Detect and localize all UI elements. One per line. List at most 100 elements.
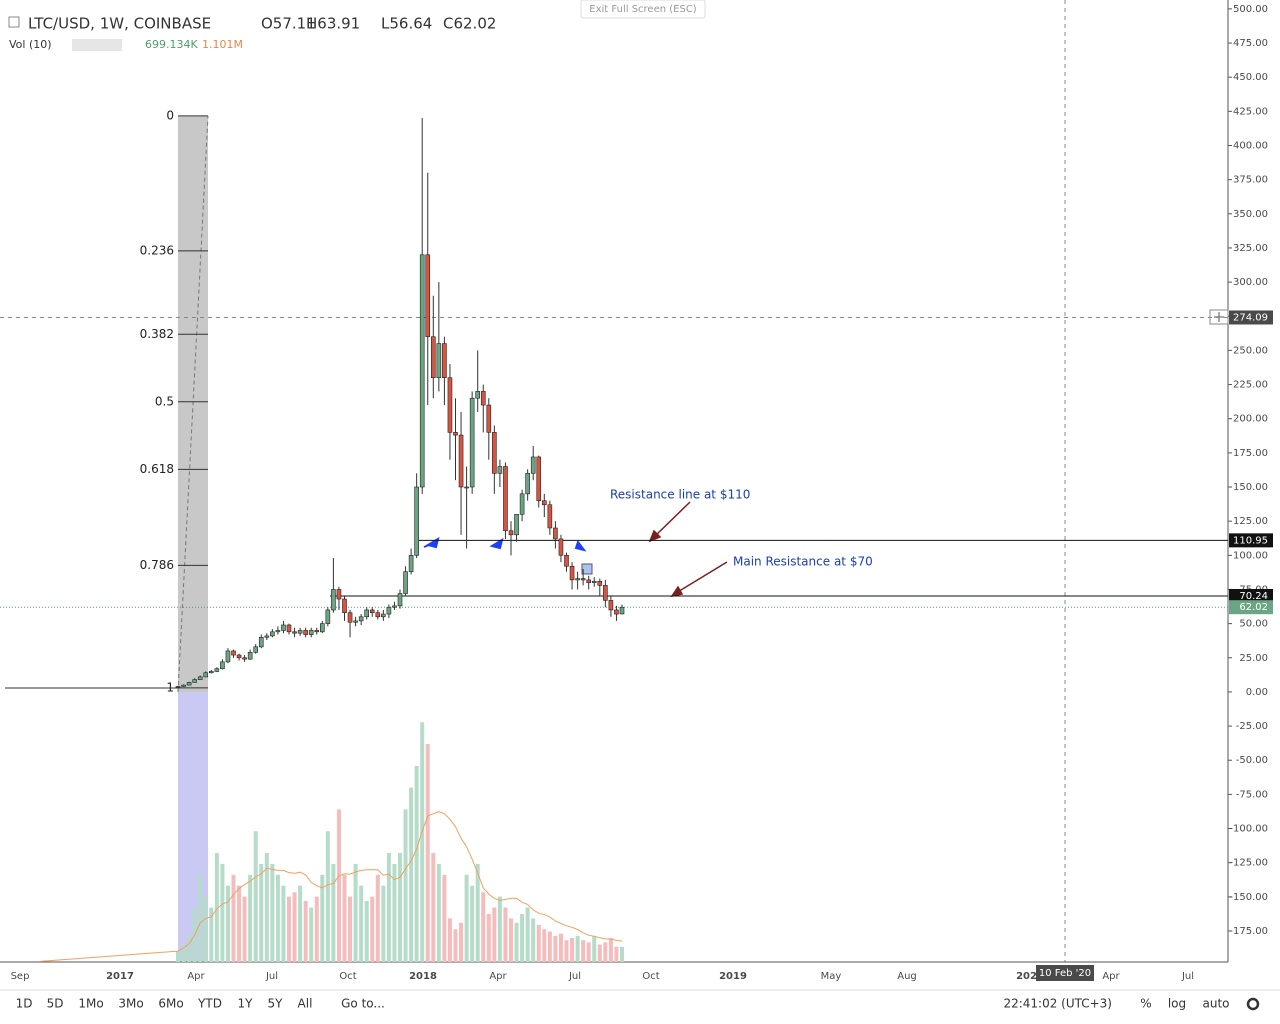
fib-label: 0.5 — [155, 394, 174, 408]
y-tick-label: 325.00 — [1233, 243, 1268, 254]
y-tick-label: 125.00 — [1233, 516, 1268, 527]
candle-body — [430, 336, 436, 379]
last-price-box — [1229, 600, 1273, 615]
volume-bar — [486, 914, 491, 962]
price-label-box — [1229, 533, 1273, 548]
candle-body — [564, 555, 569, 567]
candle-body — [586, 579, 592, 583]
volume-bar — [225, 885, 230, 962]
candle-body — [608, 600, 614, 611]
candle-body — [536, 456, 542, 501]
volume-bar — [348, 896, 353, 962]
fib-label: 0.618 — [140, 462, 174, 476]
ohlc-value: H63.91 — [306, 15, 360, 33]
candle-body — [286, 624, 292, 633]
volume-bars — [176, 722, 624, 962]
volume-bar — [270, 863, 275, 962]
exit-button-label[interactable]: Exit Full Screen (ESC) — [589, 4, 697, 15]
clock: 22:41:02 (UTC+3) — [1003, 997, 1112, 1011]
candle-body — [453, 432, 458, 436]
toolbar-button[interactable]: 1Mo — [78, 997, 103, 1011]
toolbar-button[interactable]: YTD — [197, 997, 222, 1011]
volume-bar — [203, 896, 208, 962]
candle-body — [419, 254, 425, 488]
annotation: Resistance line at $110 — [610, 488, 750, 502]
volume-bar — [420, 722, 425, 962]
ohlc-value: L56.64 — [381, 15, 432, 33]
volume-bar — [531, 918, 536, 962]
volume-bar — [370, 896, 375, 962]
scale-button[interactable]: % — [1140, 997, 1151, 1011]
candle-body — [253, 646, 258, 653]
volume-bar — [575, 935, 580, 962]
fib-label: 1 — [166, 680, 174, 694]
symbol-title: LTC/USD, 1W, COINBASE — [28, 15, 211, 33]
x-tick-label: May — [821, 971, 842, 982]
volume-bar — [564, 940, 569, 962]
volume-bar — [220, 863, 225, 962]
volume-bar — [237, 885, 242, 962]
y-tick-label: -25.00 — [1236, 721, 1268, 732]
y-tick-label: -50.00 — [1236, 755, 1268, 766]
candle-body — [397, 593, 403, 607]
crosshair-price-box — [1229, 310, 1273, 325]
price-label-box — [1229, 588, 1273, 603]
candle-body — [591, 580, 597, 583]
toolbar-button[interactable]: All — [298, 997, 313, 1011]
volume-bar — [403, 809, 408, 962]
volume-bar — [320, 874, 325, 962]
candle-body — [336, 589, 342, 600]
candle-body — [314, 630, 320, 633]
scale-button[interactable]: auto — [1202, 997, 1229, 1011]
annotation: Main Resistance at $70 — [733, 555, 873, 569]
volume-bar — [187, 935, 192, 962]
scale-button[interactable]: log — [1168, 997, 1186, 1011]
volume-bar — [586, 942, 591, 962]
toolbar-button[interactable]: 3Mo — [118, 997, 143, 1011]
y-tick-label: 50.00 — [1239, 619, 1268, 630]
y-tick-label: 100.00 — [1233, 550, 1268, 561]
y-tick-label: 425.00 — [1233, 106, 1268, 117]
y-tick-label: 25.00 — [1239, 653, 1268, 664]
x-tick-label: Apr — [489, 971, 507, 982]
candle-body — [597, 580, 603, 586]
x-tick-label: 2019 — [719, 971, 747, 982]
volume-bar — [447, 918, 452, 962]
arrows — [648, 501, 728, 598]
volume-bar — [381, 885, 386, 962]
candle-body — [247, 652, 253, 660]
toolbar-button[interactable]: Go to... — [341, 997, 385, 1011]
candle-body — [458, 434, 464, 488]
exit-button[interactable] — [580, 0, 706, 19]
settings-icon[interactable] — [1246, 997, 1260, 1011]
volume-bar — [514, 922, 519, 962]
toolbar-button[interactable]: 1D — [16, 997, 33, 1011]
volume-bar — [359, 885, 364, 962]
candle-body — [508, 530, 514, 536]
candle-body — [553, 527, 558, 540]
toolbar-button[interactable]: 6Mo — [158, 997, 183, 1011]
candle-body — [569, 565, 575, 581]
fib-label: 0.786 — [140, 558, 174, 572]
volume-bar — [492, 907, 497, 962]
candle-body — [381, 613, 386, 618]
volume-bar — [425, 744, 430, 962]
candle-body — [186, 682, 192, 686]
candle-body — [541, 500, 547, 506]
y-tick-label: 375.00 — [1233, 175, 1268, 186]
toolbar-button[interactable]: 1Y — [238, 997, 254, 1011]
volume-bar — [497, 896, 502, 962]
volume-bar — [442, 874, 447, 962]
candle-body — [447, 377, 453, 433]
collapse-icon[interactable] — [8, 16, 20, 28]
volume-bar — [409, 787, 414, 962]
volume-controls[interactable] — [72, 39, 122, 51]
candle-body — [175, 686, 181, 688]
candle-body — [603, 585, 608, 601]
toolbar-button[interactable]: 5D — [47, 997, 64, 1011]
candle-body — [436, 343, 442, 379]
candle-body — [209, 671, 214, 674]
toolbar-button[interactable]: 5Y — [268, 997, 284, 1011]
ohlc-value: C62.02 — [443, 15, 496, 33]
